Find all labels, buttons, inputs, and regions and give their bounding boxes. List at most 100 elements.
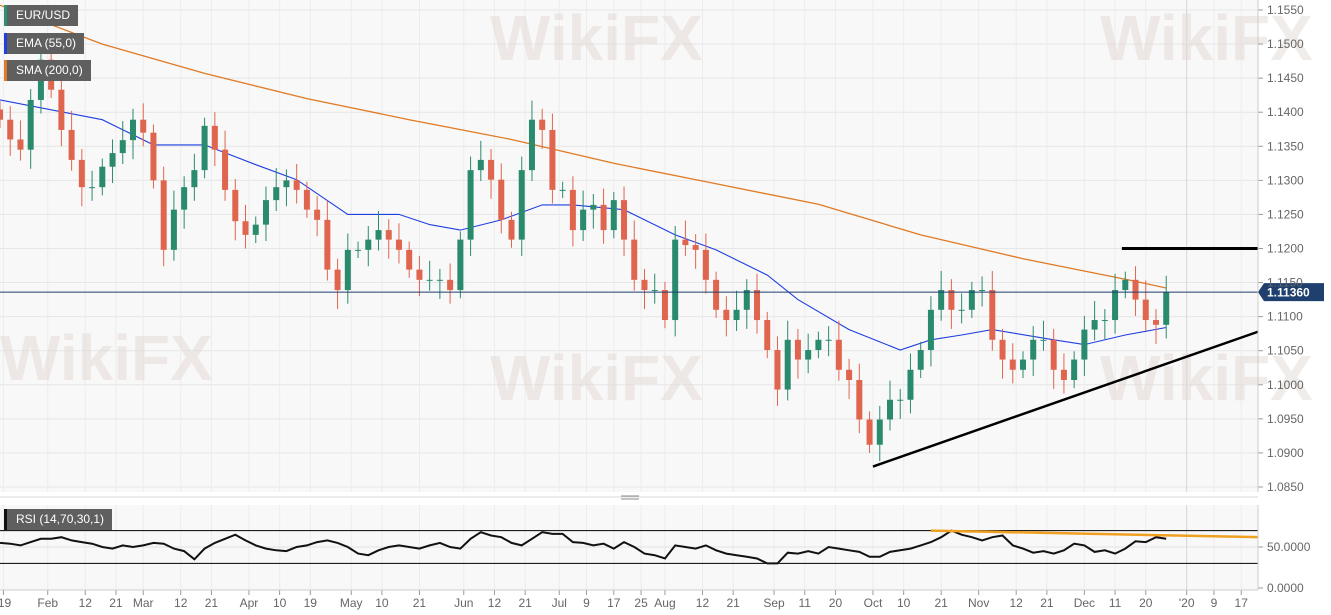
candle-bearish	[948, 290, 955, 310]
y-tick-label: 1.1050	[1267, 344, 1304, 358]
legend-symbol[interactable]: EUR/USD	[4, 5, 79, 26]
x-tick-label: 10	[375, 596, 389, 610]
candle-bearish	[242, 221, 249, 235]
rsi-y-tick-label: 50.0000	[1267, 540, 1311, 554]
x-tick-label: 21	[726, 596, 740, 610]
x-tick-label: 17	[1235, 596, 1249, 610]
candle-bullish	[375, 230, 382, 240]
legend-sma[interactable]: SMA (200,0)	[4, 60, 91, 81]
legend-color-swatch	[4, 33, 7, 54]
candle-bearish	[1050, 339, 1057, 370]
candle-bearish	[774, 350, 781, 390]
candle-bullish	[365, 239, 372, 250]
candle-bearish	[846, 369, 853, 381]
candle-bullish	[733, 309, 740, 321]
candle-bearish	[447, 279, 454, 291]
drawings[interactable]: 1.11360	[0, 246, 1324, 468]
y-tick-label: 1.1200	[1267, 241, 1304, 255]
candle-bullish	[805, 350, 812, 360]
legend-color-swatch	[4, 5, 7, 26]
candle-bullish	[610, 200, 617, 231]
candle-bearish	[17, 139, 24, 150]
candle-bullish	[528, 119, 535, 171]
x-tick-label: Oct	[864, 596, 883, 610]
candle-bearish	[866, 419, 873, 445]
candle-bearish	[702, 249, 709, 280]
x-tick-label: 11	[799, 596, 812, 610]
y-tick-label: 1.1500	[1267, 37, 1304, 51]
candle-bearish	[211, 125, 218, 150]
candle-bearish	[150, 132, 157, 181]
candle-bullish	[672, 239, 679, 321]
x-tick-label: Sep	[763, 596, 785, 610]
candle-bullish	[1030, 339, 1037, 360]
y-tick-label: 1.1350	[1267, 139, 1304, 153]
candle-bearish	[1132, 279, 1139, 300]
candle-bullish	[252, 224, 259, 235]
candle-bearish	[692, 245, 699, 250]
candle-bullish	[938, 290, 945, 310]
candle-bullish	[876, 419, 883, 445]
x-tick-label: 19	[304, 596, 318, 610]
candle-bullish	[273, 187, 280, 201]
candle-bullish	[1040, 339, 1047, 341]
rsi-trendline	[930, 529, 1259, 539]
grid	[0, 0, 1258, 590]
x-tick-label: 20	[1139, 596, 1153, 610]
candle-bullish	[283, 180, 290, 188]
legend-rsi[interactable]: RSI (14,70,30,1)	[4, 509, 113, 530]
candle-bearish	[488, 159, 495, 180]
candle-bearish	[78, 159, 85, 188]
panel-resize-handle[interactable]	[621, 495, 639, 500]
candle-bearish	[68, 129, 75, 160]
legend-label: SMA (200,0)	[16, 63, 83, 77]
legend-ema[interactable]: EMA (55,0)	[4, 33, 85, 54]
candle-bearish	[989, 290, 996, 340]
rsi-layer: 50.0000 0.0000	[0, 529, 1311, 595]
x-tick-label: Apr	[240, 596, 259, 610]
x-tick-label: Nov	[968, 596, 989, 610]
candle-bullish	[262, 200, 269, 225]
x-tick-label: 21	[1040, 596, 1054, 610]
candle-bullish	[129, 119, 136, 141]
y-tick-label: 1.1400	[1267, 105, 1304, 119]
legend-label: EUR/USD	[16, 8, 71, 22]
candle-bearish	[999, 339, 1006, 360]
y-tick-label: 1.0850	[1267, 480, 1304, 494]
x-tick-label: Dec	[1074, 596, 1095, 610]
watermark-logo: WikiFX	[490, 342, 703, 414]
candle-bullish	[784, 339, 791, 390]
candle-bearish	[160, 180, 167, 250]
x-tick-label: Aug	[654, 596, 675, 610]
candle-bullish	[815, 339, 822, 351]
candle-bullish	[968, 290, 975, 310]
x-tick-label: 17	[607, 596, 621, 610]
candle-bearish	[303, 189, 310, 210]
candle-bullish	[109, 153, 116, 167]
candle-bullish	[651, 290, 658, 292]
x-tick-label: May	[340, 596, 363, 610]
candle-bearish	[682, 239, 689, 246]
watermark-layer: WikiFX WikiFX WikiFX WikiFX WikiFX	[0, 2, 1313, 414]
sma-200-line	[0, 4, 1167, 289]
candle-bearish	[293, 180, 300, 190]
candle-bearish	[794, 339, 801, 360]
candle-bullish	[170, 209, 177, 250]
candle-bearish	[549, 129, 556, 190]
candle-bearish	[314, 209, 321, 220]
candle-bullish	[743, 290, 750, 310]
y-tick-label: 1.1000	[1267, 378, 1304, 392]
candle-bullish	[917, 350, 924, 370]
x-tick-label: 9	[583, 596, 590, 610]
last-price-label: 1.11360	[1267, 286, 1310, 300]
y-tick-label: 1.0900	[1267, 446, 1304, 460]
x-tick-label: 9	[1211, 596, 1218, 610]
x-tick-label: 21	[934, 596, 948, 610]
legend-color-swatch	[4, 509, 7, 530]
candle-bullish	[99, 166, 106, 188]
candle-bullish	[426, 279, 433, 281]
x-tick-label: 25	[634, 596, 648, 610]
legend-label: RSI (14,70,30,1)	[16, 512, 105, 526]
y-tick-label: 1.1100	[1267, 310, 1303, 324]
